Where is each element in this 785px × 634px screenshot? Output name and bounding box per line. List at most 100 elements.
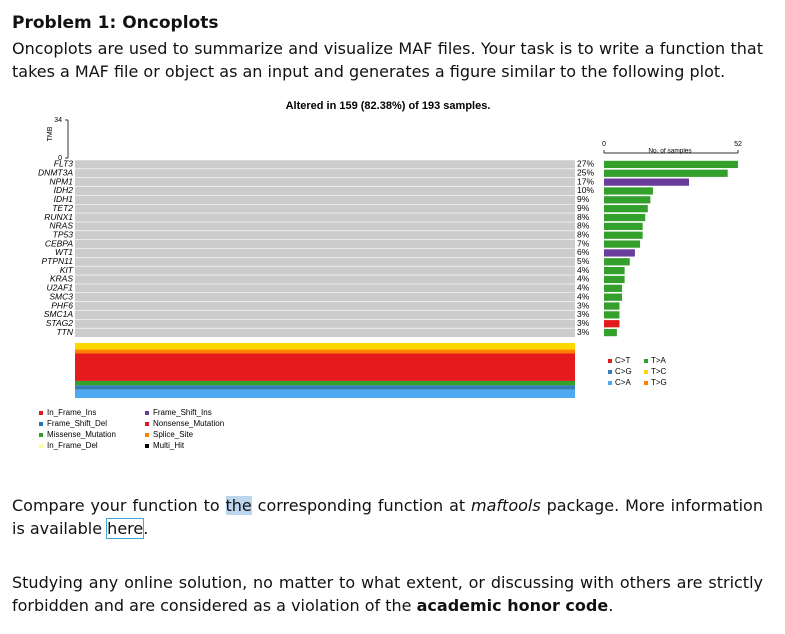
percent-label: 3% <box>577 309 590 319</box>
side-bar <box>604 320 620 328</box>
percent-label: 3% <box>577 300 590 310</box>
link[interactable]: here <box>106 518 145 539</box>
legend-swatch <box>39 422 43 426</box>
percent-label: 8% <box>577 212 590 222</box>
chart-title: Altered in 159 (82.38%) of 193 samples. <box>286 100 491 112</box>
y-label: TMB <box>47 126 54 141</box>
titv-segment <box>75 353 575 381</box>
y-tick-label: 0 <box>58 155 62 162</box>
gene-label: KIT <box>60 265 74 275</box>
percent-label: 4% <box>577 283 590 293</box>
side-bar <box>604 231 643 239</box>
percent-label: 3% <box>577 327 590 337</box>
percent-label: 27% <box>577 159 594 169</box>
gene-label: DNMT3A <box>38 168 73 178</box>
side-bar <box>604 160 738 169</box>
gene-label: CEBPA <box>45 238 74 248</box>
legend-swatch <box>644 370 648 374</box>
legend-swatch <box>145 433 149 437</box>
x-label: No. of samples <box>648 148 692 155</box>
side-bar <box>604 258 630 266</box>
text: . <box>608 596 614 615</box>
emphasis: academic honor code <box>416 596 609 615</box>
gene-label: STAG2 <box>46 318 74 328</box>
legend-label: C>A <box>615 378 631 387</box>
legend-label: Multi_Hit <box>153 441 185 450</box>
side-bar <box>604 222 643 230</box>
legend-swatch <box>644 359 648 363</box>
side-bar <box>604 213 646 222</box>
legend-swatch <box>608 381 612 385</box>
legend-swatch <box>39 433 43 437</box>
intro: Oncoplots are used to summarize and visu… <box>12 39 763 81</box>
oncoplot: Altered in 159 (82.38%) of 193 samples. … <box>38 100 742 450</box>
gene-label: WT1 <box>55 247 73 257</box>
gene-label: TTN <box>56 327 73 337</box>
legend-label: Frame_Shift_Del <box>47 419 107 428</box>
percent-label: 7% <box>577 238 590 248</box>
side-bar <box>604 328 617 337</box>
side-bar <box>604 178 690 186</box>
gene-label: IDH2 <box>54 185 74 195</box>
side-bar <box>604 240 641 248</box>
percent-label: 9% <box>577 194 590 204</box>
legend-label: In_Frame_Ins <box>47 408 96 417</box>
titv-segment <box>75 380 575 386</box>
percent-label: 6% <box>577 247 590 257</box>
legend-label: Nonsense_Mutation <box>153 419 224 428</box>
gene-label: TP53 <box>53 229 74 239</box>
legend-swatch <box>145 411 149 415</box>
legend-swatch <box>145 422 149 426</box>
legend-label: T>C <box>651 367 667 376</box>
legend-label: T>A <box>651 356 667 365</box>
gene-label: FLT3 <box>54 159 73 169</box>
legend-swatch <box>39 444 43 448</box>
percent-label: 8% <box>577 221 590 231</box>
legend-label: Splice_Site <box>153 430 194 439</box>
percent-label: 8% <box>577 229 590 239</box>
x-tick-label: 0 <box>602 141 606 148</box>
titv-segment <box>75 343 575 350</box>
gene-label: TET2 <box>52 203 73 213</box>
percent-label: 4% <box>577 291 590 301</box>
gene-label: RUNX1 <box>44 212 73 222</box>
percent-label: 5% <box>577 256 590 266</box>
legend-swatch <box>39 411 43 415</box>
side-bar <box>604 302 620 310</box>
side-bar <box>604 196 651 204</box>
side-bar <box>604 311 620 319</box>
percent-label: 3% <box>577 318 590 328</box>
y-tick-label: 34 <box>54 117 62 124</box>
side-bar <box>604 205 648 213</box>
titv-segment <box>75 385 575 390</box>
text: corresponding function at <box>251 496 472 515</box>
side-bar <box>604 169 728 177</box>
gene-label: SMC3 <box>49 291 73 301</box>
gene-label: PTPN11 <box>42 256 74 266</box>
gene-label: SMC1A <box>44 309 74 319</box>
x-tick-label: 52 <box>734 141 742 148</box>
gene-label: U2AF1 <box>47 283 74 293</box>
percent-label: 17% <box>577 176 594 186</box>
legend-label: T>G <box>651 378 667 387</box>
gene-label: KRAS <box>50 274 73 284</box>
highlight: the <box>225 496 252 515</box>
titv-segment <box>75 389 575 398</box>
side-bar <box>604 187 653 195</box>
percent-label: 10% <box>577 185 594 195</box>
gene-label: IDH1 <box>54 194 74 204</box>
percent-label: 4% <box>577 274 590 284</box>
gene-label: PHF6 <box>51 300 73 310</box>
side-bar <box>604 293 623 301</box>
legend-label: Frame_Shift_Ins <box>153 408 212 417</box>
warning: Studying any online solution, no matter … <box>12 571 763 617</box>
text: Studying any online solution, no matter … <box>12 573 763 615</box>
titv-segment <box>75 349 575 354</box>
text: package. More information is available <box>12 496 763 538</box>
percent-label: 4% <box>577 265 590 275</box>
legend-label: Missense_Mutation <box>47 430 116 439</box>
gene-label: NPM1 <box>49 176 73 186</box>
side-bar <box>604 275 625 284</box>
legend-swatch <box>608 370 612 374</box>
legend-label: In_Frame_Del <box>47 441 98 450</box>
